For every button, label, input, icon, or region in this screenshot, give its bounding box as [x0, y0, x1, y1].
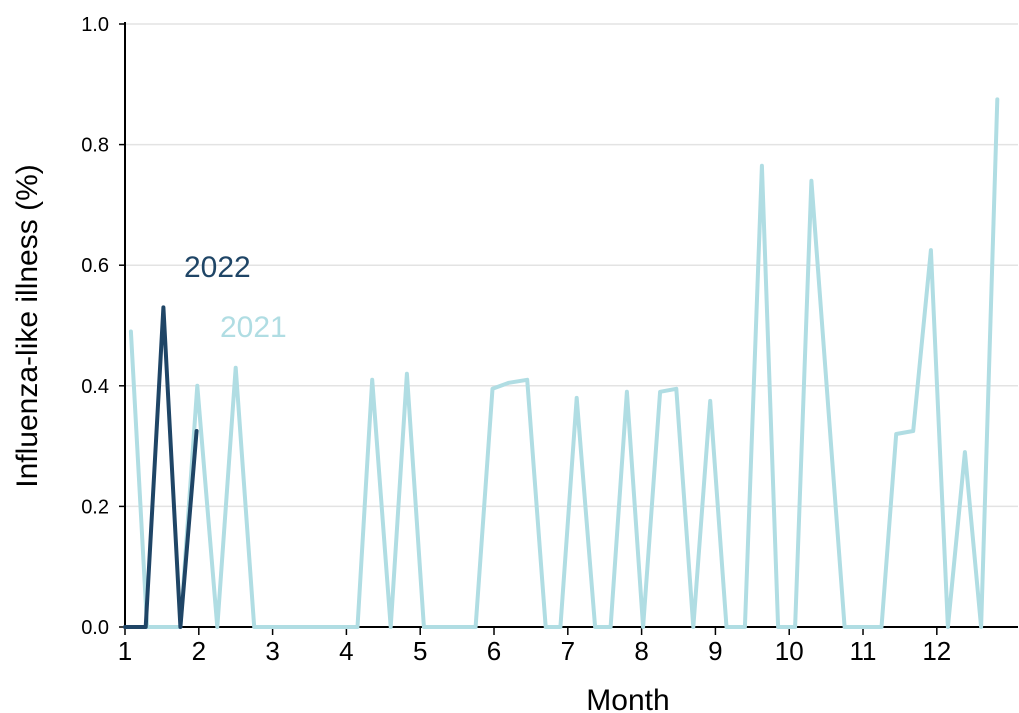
x-tick-label: 11 [850, 636, 877, 666]
y-tick-label: 0.4 [81, 376, 109, 398]
series-line-2022 [123, 305, 199, 629]
x-tick-label: 10 [775, 636, 804, 666]
x-tick-label: 9 [708, 636, 722, 666]
y-axis-title: Influenza-like illness (%) [11, 164, 44, 487]
x-tick-label: 3 [265, 636, 279, 666]
y-tick-label: 0.6 [81, 255, 109, 277]
x-tick-label: 8 [634, 636, 648, 666]
series-labels: 2022 2021 [184, 251, 287, 344]
x-axis-title: Month [586, 684, 669, 713]
x-tick-label: 4 [339, 636, 353, 666]
y-tick-label: 0.0 [81, 617, 109, 639]
series-label-2021: 2021 [220, 311, 287, 344]
series-line-2021 [128, 97, 1000, 629]
y-tick-label: 0.2 [81, 496, 109, 518]
y-tick-label: 0.8 [81, 135, 109, 157]
x-tick-label: 6 [487, 636, 501, 666]
y-axis-ticks: 0.0 0.2 0.4 0.6 0.8 1.0 [81, 14, 125, 639]
x-axis-ticks: 1 2 3 4 5 6 7 8 9 10 11 12 [118, 627, 951, 666]
x-tick-label: 12 [922, 636, 951, 666]
x-tick-label: 5 [413, 636, 427, 666]
y-tick-label: 1.0 [81, 14, 109, 36]
x-tick-label: 2 [192, 636, 206, 666]
x-tick-label: 1 [118, 636, 132, 666]
series-lines [123, 97, 1000, 629]
grid-lines [125, 23, 1018, 508]
x-tick-label: 7 [561, 636, 575, 666]
series-label-2022: 2022 [184, 251, 251, 284]
